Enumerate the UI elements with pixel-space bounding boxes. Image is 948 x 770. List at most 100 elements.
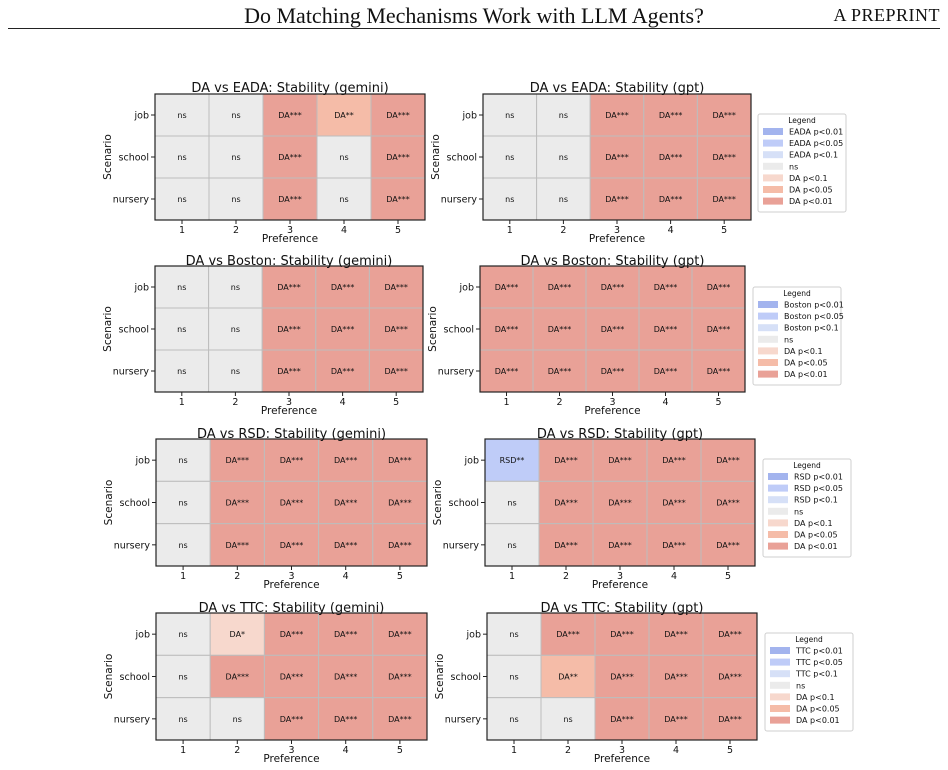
y-axis-label: Scenario <box>102 134 114 180</box>
x-axis-label: Preference <box>263 753 319 765</box>
x-tick-label: 1 <box>179 225 185 236</box>
heatmap-cell <box>315 349 370 393</box>
cell-label: ns <box>178 541 187 550</box>
x-axis-label: Preference <box>262 233 318 245</box>
legend-entry: DA p<0.1 <box>796 693 835 702</box>
cell-label: DA*** <box>384 367 408 376</box>
cell-label: DA*** <box>548 283 572 292</box>
x-tick-label: 2 <box>232 397 238 408</box>
y-tick-label: job <box>459 283 474 294</box>
y-tick-label: nursery <box>114 714 151 725</box>
y-axis-label: Scenario <box>102 306 114 352</box>
x-tick-label: 2 <box>234 571 240 582</box>
heatmap-cell <box>479 349 534 393</box>
cell-label: DA*** <box>608 456 632 465</box>
legend-swatch <box>758 347 778 355</box>
legend-entry: DA p<0.01 <box>796 716 840 725</box>
heatmap-cell <box>368 307 424 351</box>
heatmap-cell <box>155 612 211 656</box>
x-tick-label: 5 <box>721 225 727 236</box>
y-tick-label: nursery <box>443 540 480 551</box>
legend-entry: EADA p<0.05 <box>789 139 843 148</box>
cell-label: DA*** <box>495 325 519 334</box>
paper-title: Do Matching Mechanisms Work with LLM Age… <box>244 3 704 28</box>
cell-label: DA*** <box>601 367 625 376</box>
x-tick-label: 4 <box>340 397 346 408</box>
cell-label: ns <box>231 283 240 292</box>
heatmap-cell <box>648 697 704 741</box>
y-axis-label: Scenario <box>430 134 442 180</box>
legend-entry: RSD p<0.05 <box>794 484 843 493</box>
cell-label: ns <box>178 456 187 465</box>
cell-label: DA*** <box>718 673 742 682</box>
cell-label: ns <box>505 153 514 162</box>
x-tick-label: 4 <box>341 225 347 236</box>
legend-entry: DA p<0.01 <box>789 197 833 206</box>
cell-label: DA*** <box>278 153 302 162</box>
x-tick-label: 1 <box>507 225 513 236</box>
heatmap-cell <box>594 697 650 741</box>
legend-swatch <box>770 693 790 701</box>
y-tick-label: nursery <box>441 195 478 206</box>
heatmap-cell <box>532 349 587 393</box>
cell-label: DA*** <box>226 456 250 465</box>
cell-label: DA*** <box>718 715 742 724</box>
cell-label: DA*** <box>334 456 358 465</box>
heatmap-cell <box>209 612 265 656</box>
y-axis-label: Scenario <box>432 480 444 526</box>
cell-label: ns <box>563 715 572 724</box>
legend-entry: DA p<0.1 <box>794 519 833 528</box>
x-tick-label: 5 <box>395 225 401 236</box>
legend-entry: EADA p<0.01 <box>789 128 843 137</box>
heatmap-cell <box>155 697 211 741</box>
cell-label: DA*** <box>388 673 412 682</box>
cell-label: DA*** <box>605 153 629 162</box>
y-tick-label: school <box>451 672 481 683</box>
x-tick-label: 5 <box>393 397 399 408</box>
legend-entry: DA p<0.1 <box>784 347 823 356</box>
cell-label: DA*** <box>384 325 408 334</box>
x-tick-label: 1 <box>179 397 185 408</box>
heatmap-cell <box>638 349 693 393</box>
legend-entry: TTC p<0.05 <box>795 658 843 667</box>
x-tick-label: 2 <box>560 225 566 236</box>
legend-swatch <box>768 496 788 504</box>
x-axis-label: Preference <box>584 405 640 417</box>
y-tick-label: job <box>135 630 150 641</box>
cell-label: DA*** <box>280 715 304 724</box>
cell-label: DA*** <box>334 673 358 682</box>
cell-label: DA*** <box>334 630 358 639</box>
cell-label: DA*** <box>664 630 688 639</box>
heatmap-cell <box>594 654 650 699</box>
legend-entry: ns <box>796 681 805 690</box>
legend-swatch <box>768 542 788 550</box>
cell-label: DA*** <box>716 499 740 508</box>
cell-label: DA*** <box>495 367 519 376</box>
cell-label: ns <box>509 630 518 639</box>
cell-label: DA*** <box>707 325 731 334</box>
x-tick-label: 1 <box>180 745 186 756</box>
cell-label: ns <box>509 715 518 724</box>
legend-entry: DA p<0.05 <box>794 531 838 540</box>
cell-label: DA*** <box>712 195 736 204</box>
x-axis-label: Preference <box>263 579 319 591</box>
cell-label: ns <box>339 195 348 204</box>
heatmap-cell <box>261 265 317 309</box>
heatmap-cell <box>538 523 594 567</box>
legend-title: Legend <box>788 116 816 125</box>
legend-entry: TTC p<0.01 <box>795 647 843 656</box>
x-tick-label: 3 <box>286 397 292 408</box>
legend-title: Legend <box>795 635 823 644</box>
x-tick-label: 3 <box>614 225 620 236</box>
cell-label: DA*** <box>662 499 686 508</box>
x-tick-label: 2 <box>234 745 240 756</box>
chart-title: DA vs RSD: Stability (gemini) <box>197 427 386 442</box>
cell-label: DA*** <box>707 283 731 292</box>
y-tick-label: job <box>134 111 149 122</box>
cell-label: ns <box>233 715 242 724</box>
x-tick-label: 3 <box>617 571 623 582</box>
y-tick-label: nursery <box>438 367 475 378</box>
cell-label: DA*** <box>388 499 412 508</box>
x-tick-label: 4 <box>673 745 679 756</box>
